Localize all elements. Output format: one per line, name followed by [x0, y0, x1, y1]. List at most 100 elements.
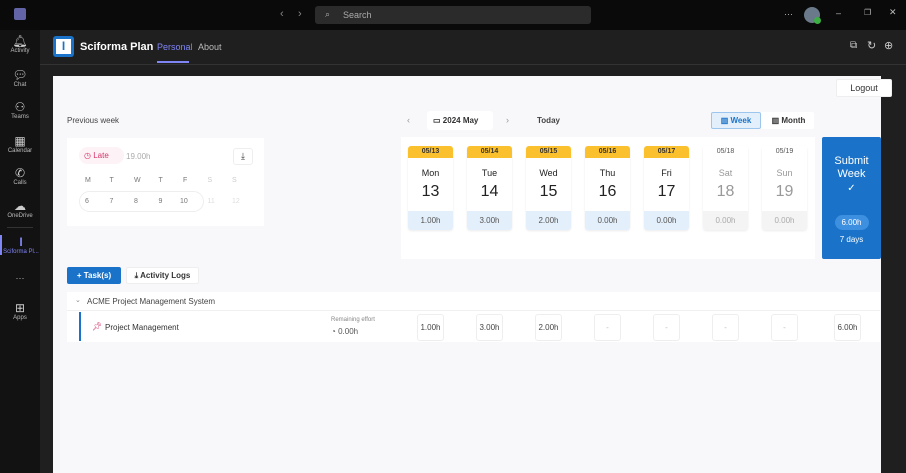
- download-icon: ⤓: [241, 151, 245, 161]
- weekday-letter: M: [85, 177, 91, 184]
- weekday-letter: W: [134, 177, 141, 184]
- forward-icon[interactable]: ›: [298, 8, 302, 20]
- task-hours-cell[interactable]: -: [771, 314, 798, 341]
- chevron-down-icon[interactable]: ⌄: [75, 297, 81, 304]
- previous-week-card: ◷ Late 19.00h ⤓ M 6 T 7 W 8 T 9 F 10 S 11 S 12: [67, 138, 264, 226]
- previous-week-date[interactable]: 8: [134, 198, 138, 205]
- weekday-letter: S: [232, 177, 237, 184]
- day-date: 05/15: [526, 146, 571, 158]
- day-card-sat[interactable]: 05/18 Sat 18 0.00h: [703, 146, 748, 230]
- teams-icon: ⚇: [14, 100, 26, 114]
- day-name: Fri: [661, 168, 672, 178]
- submit-line2: Week: [837, 168, 866, 180]
- previous-week-date[interactable]: 7: [109, 198, 114, 205]
- activity-logs-button[interactable]: ⤓ Activity Logs: [126, 267, 199, 284]
- day-number: 17: [657, 183, 676, 200]
- plus-box-icon: ⊞: [14, 301, 26, 315]
- previous-week-date[interactable]: 11: [207, 198, 215, 205]
- day-name: Mon: [421, 168, 440, 178]
- project-group-header[interactable]: ⌄ ACME Project Management System: [67, 292, 880, 311]
- task-hours-cell[interactable]: 2.00h: [535, 314, 562, 341]
- task-hours-cell[interactable]: 1.00h: [417, 314, 444, 341]
- search-input[interactable]: ⌕ Search: [315, 6, 591, 24]
- add-task-button[interactable]: + Task(s): [67, 267, 121, 284]
- close-icon[interactable]: ✕: [889, 7, 897, 17]
- day-name: Thu: [599, 168, 616, 178]
- project-table: ⌄ ACME Project Management System 📌︎ Proj…: [67, 292, 880, 342]
- week-view-button[interactable]: ▥ Week: [711, 112, 761, 129]
- day-number: 14: [480, 183, 499, 200]
- globe-icon[interactable]: ⊕: [884, 40, 894, 52]
- day-card-fri[interactable]: 05/17 Fri 17 0.00h: [644, 146, 689, 230]
- next-week-arrow[interactable]: ›: [506, 115, 509, 125]
- cloud-icon: ☁: [14, 199, 26, 213]
- tab-about[interactable]: About: [198, 42, 222, 52]
- day-hours: 0.00h: [644, 211, 689, 230]
- app-title: Sciforma Plan: [80, 41, 154, 53]
- previous-week-date[interactable]: 9: [158, 198, 163, 205]
- view-toggle: ▥ Week ▥ Month: [711, 112, 814, 129]
- task-name[interactable]: Project Management: [105, 323, 179, 332]
- day-card-thu[interactable]: 05/16 Thu 16 0.00h: [585, 146, 630, 230]
- more-icon[interactable]: ···: [784, 9, 793, 19]
- pin-icon: 📌︎: [92, 322, 103, 331]
- rail-label: Sciforma Pl...: [3, 249, 39, 255]
- day-card-tue[interactable]: 05/14 Tue 14 3.00h: [467, 146, 512, 230]
- day-name: Sat: [718, 168, 733, 178]
- popout-icon[interactable]: ⧉: [850, 40, 858, 51]
- previous-week-date[interactable]: 10: [180, 198, 188, 205]
- check-icon: ✓: [847, 183, 856, 194]
- task-hours-cell[interactable]: -: [712, 314, 739, 341]
- today-button[interactable]: Today: [537, 116, 560, 125]
- add-task-label: Task(s): [83, 271, 112, 280]
- month-view-button[interactable]: ▥ Month: [763, 112, 814, 129]
- restore-icon[interactable]: ❐: [864, 8, 872, 17]
- previous-week-label: Previous week: [67, 116, 120, 125]
- logout-button[interactable]: Logout: [836, 79, 892, 97]
- task-accent-bar: [79, 312, 81, 341]
- day-date: 05/13: [408, 146, 453, 158]
- task-hours-cell[interactable]: 3.00h: [476, 314, 503, 341]
- day-number: 19: [775, 183, 794, 200]
- app-rail: 🔔︎ Activity 💬︎ Chat ⚇ Teams ▦ Calendar ✆ Call…: [0, 30, 40, 473]
- download-button[interactable]: ⤓: [233, 148, 253, 165]
- day-hours: 0.00h: [703, 211, 748, 230]
- minimize-icon[interactable]: –: [836, 8, 842, 18]
- day-card-sun[interactable]: 05/19 Sun 19 0.00h: [762, 146, 807, 230]
- rail-apps[interactable]: ⊞ Apps: [0, 301, 40, 321]
- rail-teams[interactable]: ⚇ Teams: [0, 100, 40, 120]
- month-picker[interactable]: ▭ 2024 May: [427, 111, 493, 130]
- day-name: Wed: [539, 168, 558, 178]
- refresh-icon[interactable]: ↻: [867, 40, 877, 52]
- day-date: 05/18: [703, 146, 748, 158]
- day-date: 05/16: [585, 146, 630, 158]
- week-columns-icon: ▥: [720, 116, 729, 125]
- previous-week-date[interactable]: 12: [232, 198, 240, 205]
- submit-week-button[interactable]: Submit Week ✓ 6.00h 7 days: [822, 137, 881, 259]
- rail-calendar[interactable]: ▦ Calendar: [0, 134, 40, 154]
- search-placeholder: Search: [343, 10, 372, 20]
- search-icon: ⌕: [325, 9, 331, 19]
- week-label: Week: [730, 116, 752, 125]
- day-card-mon[interactable]: 05/13 Mon 13 1.00h: [408, 146, 453, 230]
- day-card-wed[interactable]: 05/15 Wed 15 2.00h: [526, 146, 571, 230]
- rail-onedrive[interactable]: ☁ OneDrive: [0, 199, 40, 219]
- previous-week-date[interactable]: 6: [85, 198, 89, 205]
- task-hours-cell[interactable]: -: [653, 314, 680, 341]
- rail-sciforma[interactable]: I Sciforma Pl...: [0, 235, 40, 255]
- task-hours-cell[interactable]: -: [594, 314, 621, 341]
- day-name: Sun: [776, 168, 793, 178]
- day-hours: 1.00h: [408, 211, 453, 230]
- late-badge: ◷ Late: [79, 147, 124, 164]
- avatar[interactable]: [804, 7, 821, 24]
- tab-personal[interactable]: Personal: [157, 42, 193, 52]
- rail-calls[interactable]: ✆ Calls: [0, 166, 40, 186]
- teams-logo-icon: [14, 8, 26, 20]
- sciforma-logo: I: [53, 36, 74, 57]
- rail-chat[interactable]: 💬︎ Chat: [0, 68, 40, 88]
- rail-more[interactable]: ···: [15, 273, 25, 283]
- day-name: Tue: [481, 168, 498, 178]
- back-icon[interactable]: ‹: [280, 8, 284, 20]
- rail-activity[interactable]: 🔔︎ Activity: [0, 34, 40, 54]
- prev-week-arrow[interactable]: ‹: [407, 115, 410, 125]
